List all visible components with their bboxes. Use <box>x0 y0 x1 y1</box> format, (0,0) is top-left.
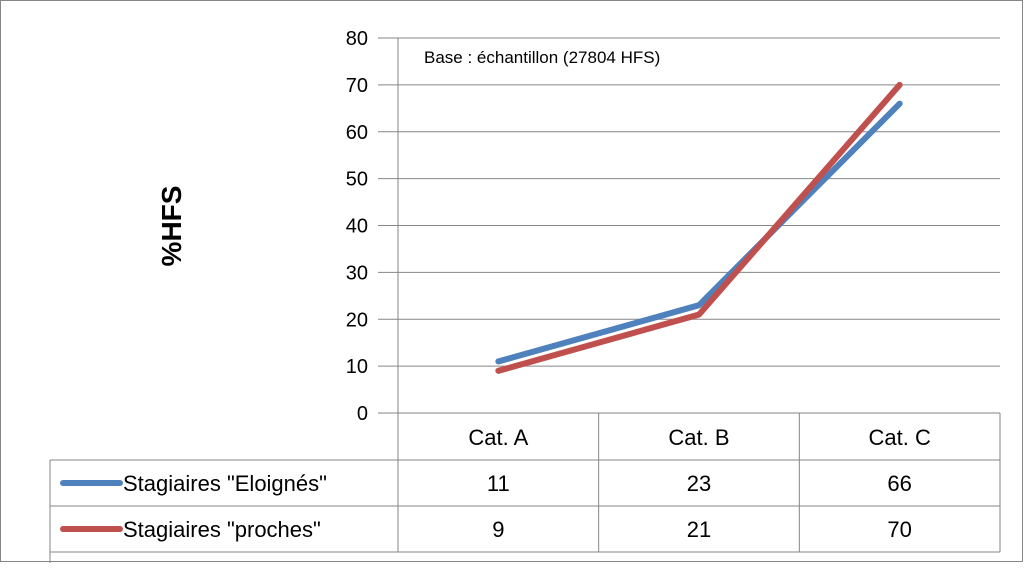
series-line-1 <box>495 100 903 365</box>
series-lines <box>495 81 903 374</box>
gridlines <box>378 37 1000 414</box>
table-cell-value: 11 <box>487 471 510 496</box>
y-tick-label: 80 <box>346 28 368 50</box>
table-cell-value: 21 <box>687 517 711 542</box>
table-cell-value: 66 <box>887 471 911 496</box>
y-tick-label: 40 <box>346 216 368 238</box>
data-table: Cat. A Cat. B Cat. C Stagiaires "Eloignés" 1… <box>49 413 1001 563</box>
y-axis-ticks: 0 10 20 30 40 50 60 70 80 <box>346 28 368 425</box>
series-line-2 <box>495 81 903 374</box>
table-cell-value: 23 <box>687 471 711 496</box>
legend-label: Stagiaires "proches" <box>123 517 321 542</box>
category-label: Cat. B <box>668 425 729 450</box>
category-label: Cat. A <box>468 425 528 450</box>
y-tick-label: 70 <box>346 75 368 97</box>
table-cell-value: 70 <box>887 517 911 542</box>
chart-annotation: Base : échantillon (27804 HFS) <box>424 48 660 67</box>
y-tick-label: 50 <box>346 169 368 191</box>
y-tick-label: 20 <box>346 309 368 331</box>
y-tick-label: 30 <box>346 262 368 284</box>
y-tick-label: 10 <box>346 356 368 378</box>
category-label: Cat. C <box>868 425 930 450</box>
y-axis-title: %HFS <box>156 186 187 267</box>
y-tick-label: 60 <box>346 122 368 144</box>
legend-label: Stagiaires "Eloignés" <box>123 471 327 496</box>
table-cell-value: 9 <box>492 517 504 542</box>
y-tick-label: 0 <box>357 403 368 425</box>
